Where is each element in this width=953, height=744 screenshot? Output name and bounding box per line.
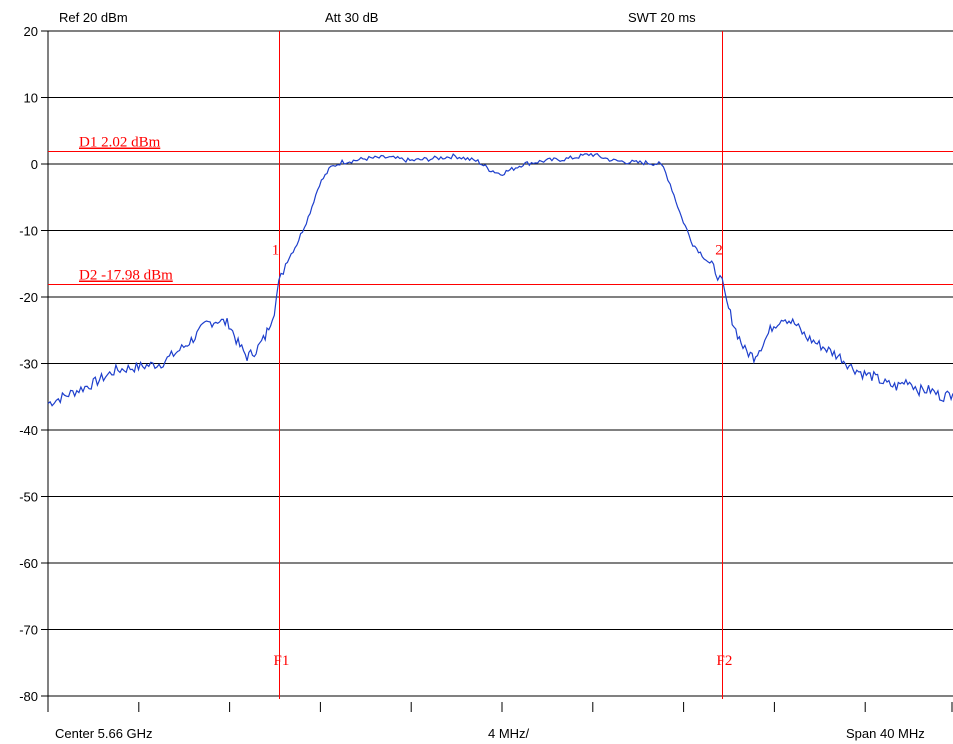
grid-lines bbox=[48, 97, 953, 697]
attenuation-label: Att 30 dB bbox=[325, 10, 378, 25]
display-lines: D1 2.02 dBm D2 -17.98 dBm bbox=[48, 135, 953, 285]
y-tick-label: -80 bbox=[19, 689, 38, 704]
trace-group bbox=[47, 152, 953, 407]
y-tick-label: -20 bbox=[19, 290, 38, 305]
y-tick-label: -50 bbox=[19, 490, 38, 505]
y-tick-label: 20 bbox=[24, 24, 38, 39]
frequency-line-label-f1: F1 bbox=[274, 653, 290, 669]
marker-2-label: 2 bbox=[715, 243, 723, 259]
y-tick-label: 10 bbox=[24, 91, 38, 106]
trace-line bbox=[47, 152, 953, 407]
y-tick-label: -40 bbox=[19, 423, 38, 438]
y-tick-label: -70 bbox=[19, 623, 38, 638]
ref-level-label: Ref 20 dBm bbox=[59, 10, 128, 25]
span-label: Span 40 MHz bbox=[846, 726, 925, 741]
sweep-time-label: SWT 20 ms bbox=[628, 10, 696, 25]
center-frequency-label: Center 5.66 GHz bbox=[55, 726, 153, 741]
division-label: 4 MHz/ bbox=[488, 726, 530, 741]
x-axis-ticks bbox=[47, 702, 953, 712]
y-tick-label: -10 bbox=[19, 224, 38, 239]
frequency-line-label-f2: F2 bbox=[717, 653, 733, 669]
y-axis-ticks: 20 10 0 -10 -20 -30 -40 -50 -60 -70 -80 bbox=[19, 24, 48, 704]
frequency-lines: F1 F2 bbox=[274, 31, 733, 699]
y-tick-label: -60 bbox=[19, 556, 38, 571]
display-line-label-d1: D1 2.02 dBm bbox=[79, 135, 161, 151]
y-tick-label: -30 bbox=[19, 357, 38, 372]
marker-1-label: 1 bbox=[272, 243, 280, 259]
display-line-label-d2: D2 -17.98 dBm bbox=[79, 268, 173, 284]
y-tick-label: 0 bbox=[31, 157, 38, 172]
